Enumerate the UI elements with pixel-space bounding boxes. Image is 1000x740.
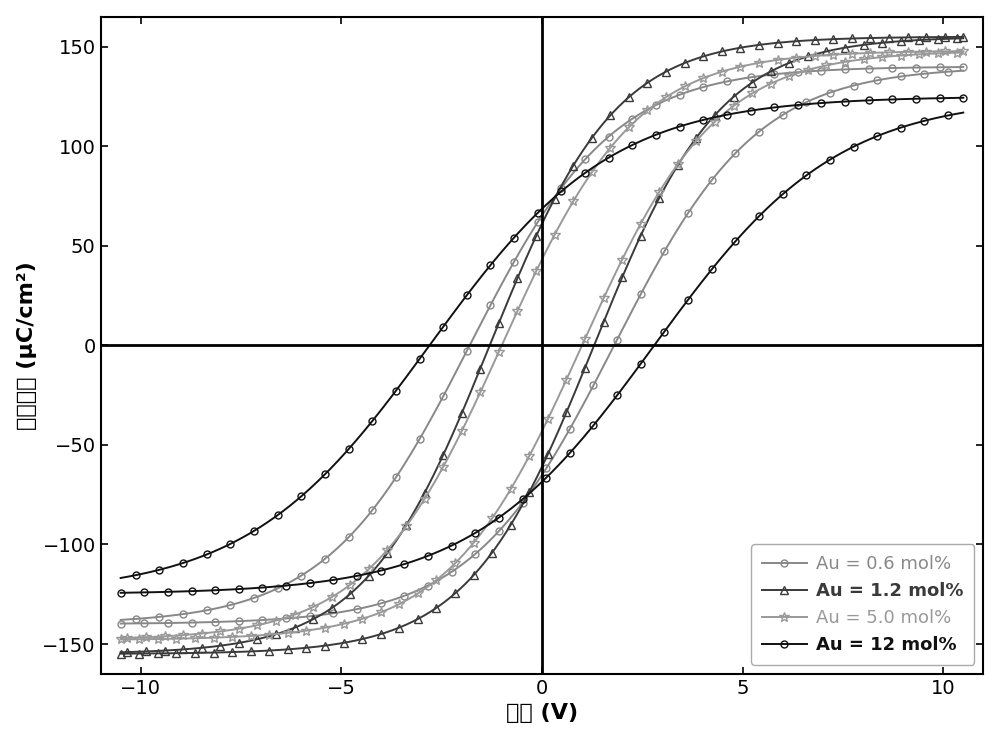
Au = 12 mol% [937, 112, 949, 121]
Au = 12 mol% [616, 384, 628, 393]
Au = 5.0 mol% [115, 635, 127, 644]
Legend: Au = 0.6 mol%, Au = 1.2 mol%, Au = 5.0 mol%, Au = 12 mol%: Au = 0.6 mol%, Au = 1.2 mol%, Au = 5.0 m… [751, 544, 974, 665]
Au = 0.6 mol% [616, 326, 628, 334]
Au = 1.2 mol% [520, 494, 532, 503]
Line: Au = 1.2 mol%: Au = 1.2 mol% [116, 34, 967, 658]
Au = 1.2 mol% [805, 51, 817, 60]
Line: Au = 0.6 mol%: Au = 0.6 mol% [117, 67, 967, 627]
Au = 5.0 mol% [515, 467, 527, 476]
Au = 1.2 mol% [515, 503, 527, 512]
Au = 12 mol% [520, 492, 532, 501]
Au = 5.0 mol% [520, 458, 532, 467]
Line: Au = 12 mol%: Au = 12 mol% [117, 109, 967, 596]
Au = 0.6 mol% [520, 494, 532, 502]
Au = 5.0 mol% [937, 49, 949, 58]
Au = 1.2 mol% [571, 384, 583, 393]
Au = 5.0 mol% [805, 64, 817, 73]
Au = 12 mol% [571, 441, 583, 450]
Au = 12 mol% [957, 108, 969, 117]
Au = 5.0 mol% [571, 353, 583, 362]
Au = 1.2 mol% [957, 34, 969, 43]
Au = 12 mol% [805, 167, 817, 176]
Line: Au = 5.0 mol%: Au = 5.0 mol% [116, 47, 968, 645]
X-axis label: 电压 (V): 电压 (V) [506, 703, 578, 723]
Au = 5.0 mol% [616, 255, 628, 264]
Au = 0.6 mol% [571, 412, 583, 421]
Au = 1.2 mol% [616, 273, 628, 282]
Au = 0.6 mol% [957, 67, 969, 75]
Au = 0.6 mol% [515, 500, 527, 509]
Au = 0.6 mol% [805, 95, 817, 104]
Au = 5.0 mol% [957, 48, 969, 57]
Au = 12 mol% [515, 497, 527, 505]
Au = 0.6 mol% [937, 67, 949, 76]
Au = 1.2 mol% [115, 649, 127, 658]
Au = 12 mol% [115, 588, 127, 597]
Y-axis label: 极化强度 (μC/cm²): 极化强度 (μC/cm²) [17, 261, 37, 430]
Au = 1.2 mol% [937, 35, 949, 44]
Au = 0.6 mol% [115, 619, 127, 628]
